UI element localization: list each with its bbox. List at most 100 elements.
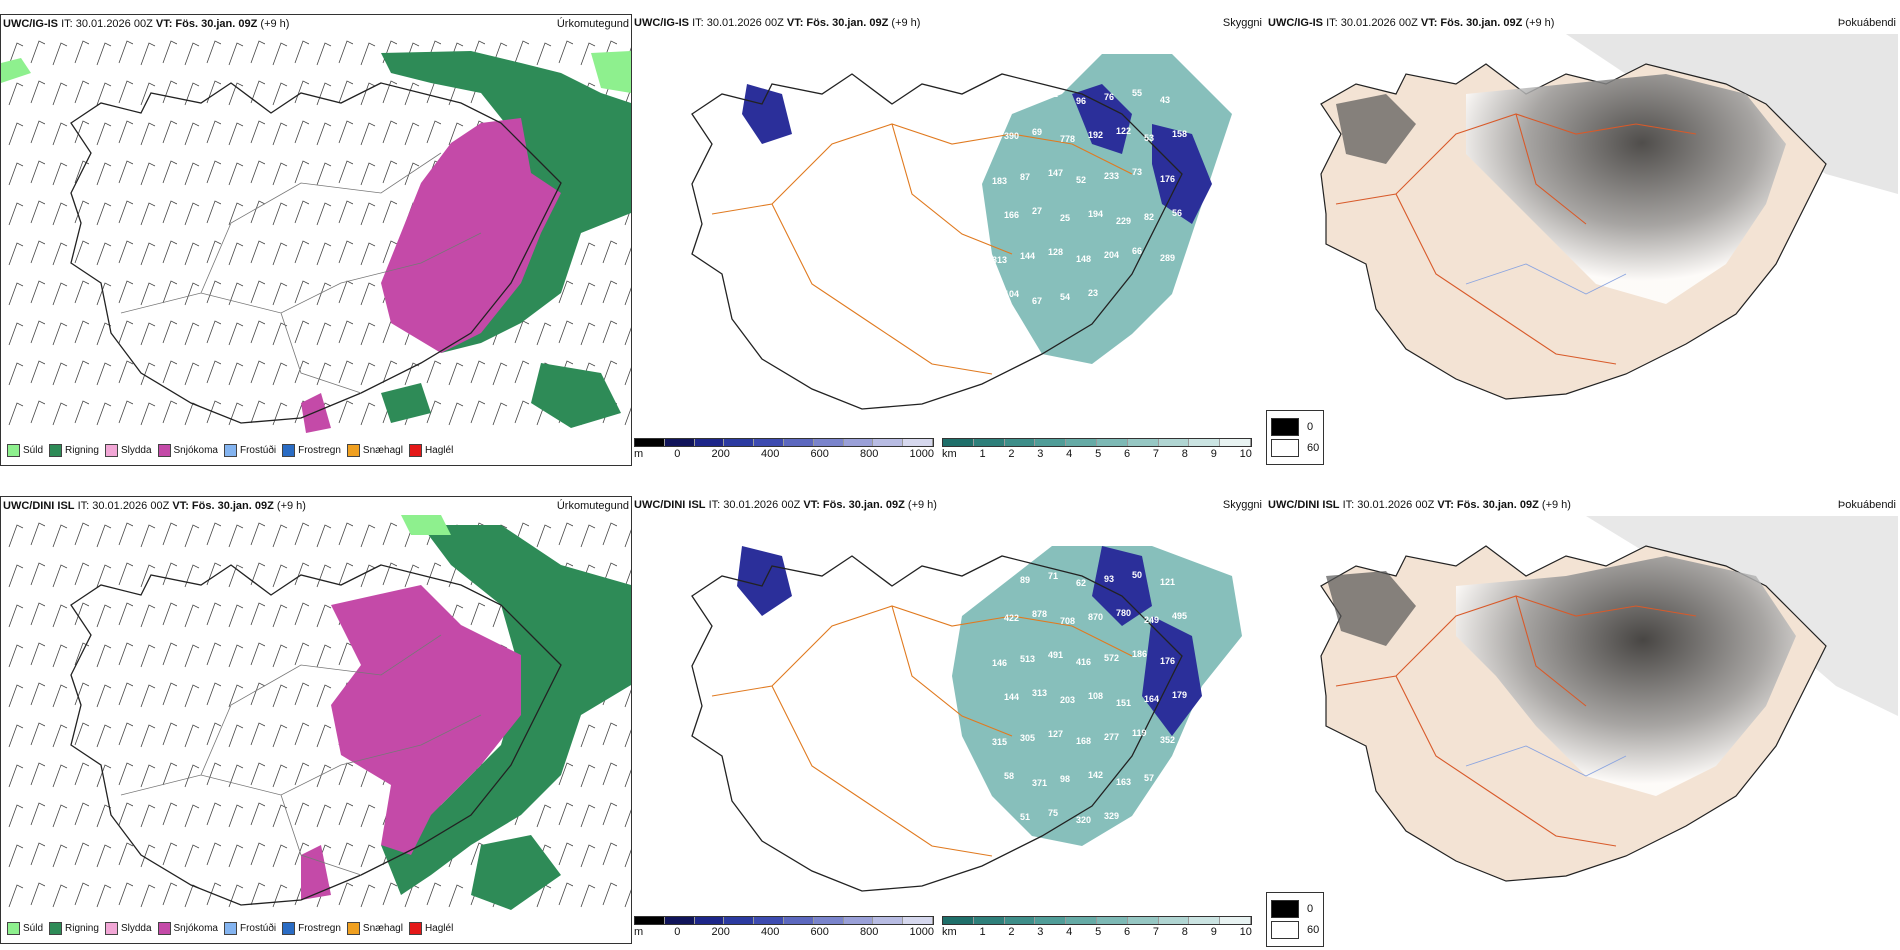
model-name: UWC/DINI ISL bbox=[634, 499, 706, 511]
legend-swatch-snjokoma bbox=[157, 444, 171, 457]
iceland-cloud-map-svg: 63 73 62 96 76 55 43 390 69 778 192 122 53 158 183 87 14… bbox=[691, 54, 1232, 410]
cloud-base-label: 87 bbox=[1020, 172, 1030, 182]
colorbar-tick: 9 bbox=[1210, 448, 1217, 460]
legend-swatch-haglel bbox=[408, 922, 422, 935]
fog-index-area bbox=[1336, 94, 1416, 164]
panel-parameter: Þokuábendi bbox=[1837, 17, 1896, 29]
cloud-base-label: 329 bbox=[1104, 811, 1119, 821]
legend-item: Súld bbox=[7, 922, 43, 935]
colorbar-tick: 8 bbox=[1181, 448, 1188, 460]
legend-item: Snjókoma bbox=[157, 922, 218, 935]
cloud-base-label: 75 bbox=[1048, 808, 1058, 818]
fog-map bbox=[1266, 34, 1898, 434]
cloud-base-label: 50 bbox=[1132, 570, 1142, 580]
cloud-base-label: 144 bbox=[1004, 692, 1019, 702]
valid-time: VT: Fös. 30.jan. 09Z bbox=[172, 500, 274, 512]
cloud-base-label: 203 bbox=[1060, 695, 1075, 705]
legend-item: Súld bbox=[7, 444, 43, 457]
cloud-base-label: 780 bbox=[1116, 608, 1131, 618]
init-time: IT: 30.01.2026 00Z bbox=[77, 500, 170, 512]
colorbar-tick: 3 bbox=[1037, 448, 1044, 460]
cloud-base-label: 55 bbox=[1132, 88, 1142, 98]
legend-swatch-slydda bbox=[104, 444, 118, 457]
legend-item: Frostregn bbox=[282, 444, 341, 457]
legend-swatch-frostregn bbox=[282, 444, 296, 457]
cloud-base-label: 304 bbox=[992, 568, 1007, 578]
cloud-base-label: 76 bbox=[1104, 92, 1114, 102]
iceland-coastline bbox=[70, 564, 562, 906]
precip-legend: Súld Rigning Slydda Snjókoma Frostúði Fr… bbox=[7, 444, 453, 457]
colorbar-tick: 10 bbox=[1239, 448, 1252, 460]
cloud-base-label: 71 bbox=[1048, 571, 1058, 581]
cloud-base-label: 277 bbox=[1104, 732, 1119, 742]
cloud-base-label: 194 bbox=[1088, 209, 1103, 219]
snow-area bbox=[331, 585, 521, 855]
cloud-base-label: 144 bbox=[1020, 251, 1035, 261]
valid-time: VT: Fös. 30.jan. 09Z bbox=[1420, 17, 1523, 29]
panel-title: UWC/DINI ISL IT: 30.01.2026 00Z VT: Fös.… bbox=[3, 499, 629, 513]
panel-parameter: Þokuábendi bbox=[1837, 499, 1896, 511]
cloud-base-labels: 304 89 71 62 93 50 121 422 878 708 870 780 249 495 146… bbox=[992, 568, 1187, 826]
cloud-base-label: 186 bbox=[1132, 649, 1147, 659]
lead-time: (+9 h) bbox=[260, 18, 290, 30]
model-name: UWC/IG-IS bbox=[634, 17, 689, 29]
colorbar-swatches bbox=[634, 438, 934, 447]
colorbar-tick: 400 bbox=[761, 926, 780, 938]
cloud-base-label: 179 bbox=[1172, 690, 1187, 700]
cloud-base-label: 305 bbox=[1020, 733, 1035, 743]
cloud-base-label: 229 bbox=[1116, 216, 1131, 226]
init-time: IT: 30.01.2026 00Z bbox=[1326, 17, 1418, 29]
legend-item: Frostúði bbox=[223, 922, 276, 935]
colorbar-tick: 2 bbox=[1008, 926, 1015, 938]
cloud-base-label: 572 bbox=[1104, 653, 1119, 663]
cloud-base-label: 127 bbox=[1048, 729, 1063, 739]
legend-item: Slydda bbox=[104, 922, 152, 935]
iceland-fog-map-svg bbox=[1266, 34, 1898, 434]
cloud-base-label: 23 bbox=[1088, 288, 1098, 298]
cloud-base-label: 89 bbox=[1020, 575, 1030, 585]
cloud-base-label: 313 bbox=[1032, 688, 1047, 698]
cloud-base-area bbox=[1092, 546, 1152, 626]
cloud-base-label: 204 bbox=[1104, 250, 1119, 260]
cloud-base-label: 54 bbox=[1060, 292, 1070, 302]
colorbar-tick: 200 bbox=[711, 926, 730, 938]
legend-swatch-0 bbox=[1271, 900, 1299, 918]
cloud-base-label: 142 bbox=[1088, 770, 1103, 780]
fog-index-area bbox=[1326, 571, 1416, 646]
legend-swatch-frostregn bbox=[282, 922, 296, 935]
cloud-base-area bbox=[742, 84, 792, 144]
legend-swatch-60 bbox=[1271, 921, 1299, 939]
rain-area bbox=[531, 363, 621, 428]
legend-item: Rigning bbox=[49, 444, 99, 457]
colorbar-tick: 800 bbox=[860, 926, 879, 938]
panel-title: UWC/IG-IS IT: 30.01.2026 00Z VT: Fös. 30… bbox=[1268, 16, 1896, 30]
cloud-base-label: 73 bbox=[1132, 167, 1142, 177]
lead-time: (+9 h) bbox=[1525, 17, 1555, 29]
panel-title: UWC/DINI ISL IT: 30.01.2026 00Z VT: Fös.… bbox=[1268, 498, 1896, 512]
legend-item: Frostúði bbox=[223, 444, 276, 457]
colorbar-tick: 7 bbox=[1152, 448, 1160, 460]
cloud-base-label: 708 bbox=[1060, 616, 1075, 626]
cloud-base-label: 66 bbox=[1132, 246, 1142, 256]
init-time: IT: 30.01.2026 00Z bbox=[61, 18, 153, 30]
cloud-base-label: 122 bbox=[1116, 126, 1131, 136]
rain-area bbox=[471, 835, 561, 910]
visibility-colorbar: km 1 2 3 4 5 6 7 8 9 10 bbox=[942, 438, 1252, 460]
cloud-base-label: 104 bbox=[1004, 289, 1019, 299]
cloud-base-label: 27 bbox=[1032, 206, 1042, 216]
iceland-precip-map-svg bbox=[1, 33, 631, 438]
rivers bbox=[1465, 263, 1627, 295]
colorbar-tick: 4 bbox=[1066, 926, 1073, 938]
cloud-base-label: 25 bbox=[1060, 213, 1070, 223]
cloud-base-label: 320 bbox=[1076, 815, 1091, 825]
colorbar-unit: km bbox=[942, 448, 957, 460]
model-name: UWC/IG-IS bbox=[3, 18, 58, 30]
cloud-base-label: 513 bbox=[1020, 654, 1035, 664]
precip-map bbox=[1, 515, 631, 915]
init-time: IT: 30.01.2026 00Z bbox=[708, 499, 801, 511]
cloud-base-label: 390 bbox=[1004, 131, 1019, 141]
legend-item: Slydda bbox=[104, 444, 152, 457]
visibility-colorbar: km 1 2 3 4 5 6 7 8 9 10 bbox=[942, 916, 1252, 938]
fog-haze bbox=[1586, 516, 1898, 716]
cloud-base-label: 911 bbox=[1172, 769, 1187, 779]
